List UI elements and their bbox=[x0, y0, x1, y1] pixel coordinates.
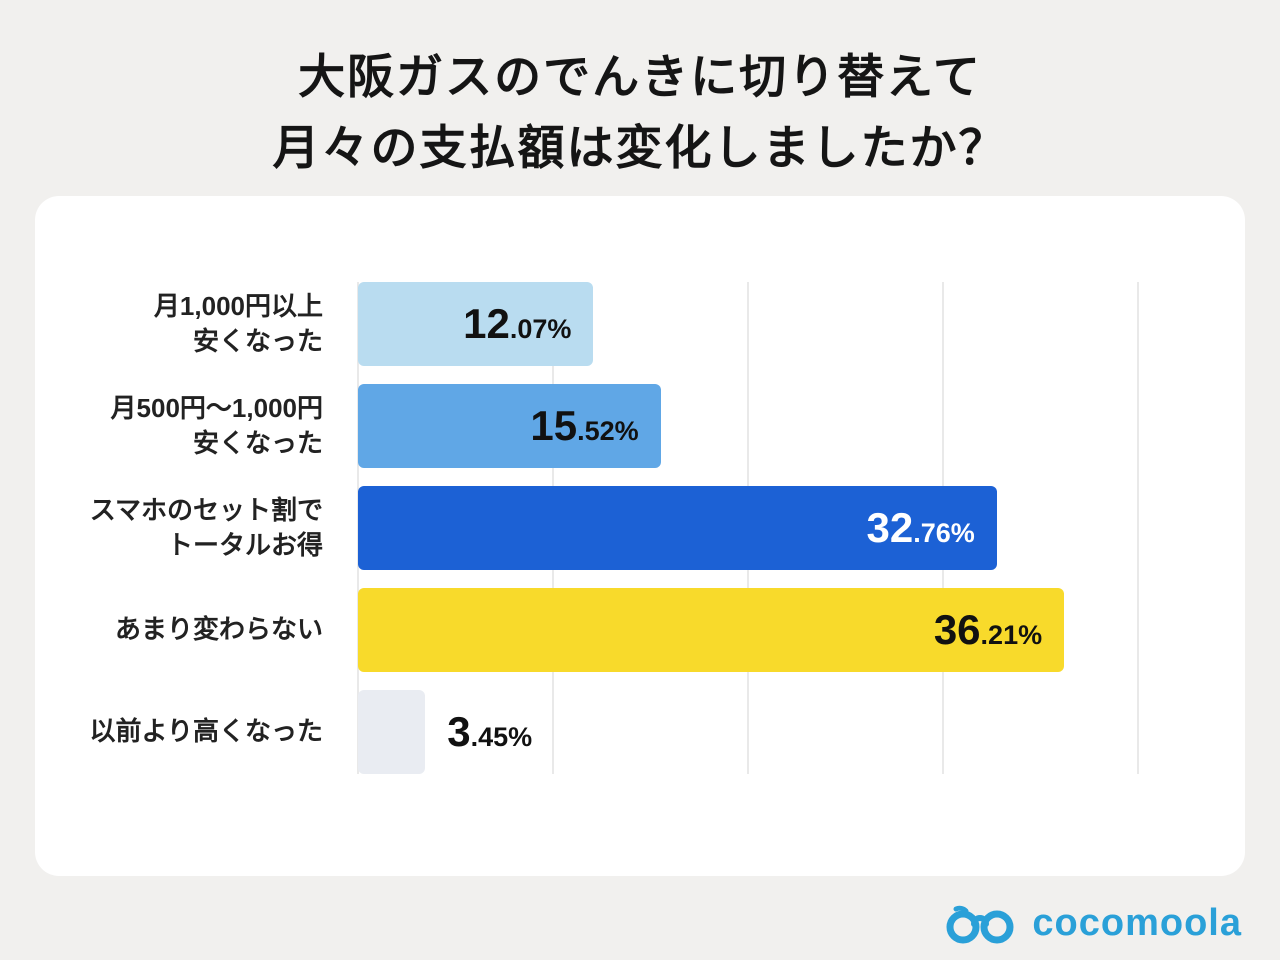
title-line-2: 月々の支払額は変化しましたか？ bbox=[272, 120, 1008, 174]
bar: 36.21% bbox=[358, 588, 1065, 672]
bar-value-decimal: .07% bbox=[509, 314, 572, 344]
chart-row: 月500円〜1,000円 安くなった 15.52% bbox=[73, 384, 1138, 468]
title-line-1: 大阪ガスのでんきに切り替えて bbox=[298, 50, 982, 103]
bar-value-decimal: .76% bbox=[913, 518, 975, 548]
bar-value: 3.45% bbox=[447, 708, 532, 756]
bar-value: 12.07% bbox=[463, 300, 571, 348]
bar-label: 月1,000円以上 安くなった bbox=[153, 290, 323, 356]
chart-title: 大阪ガスのでんきに切り替えて 月々の支払額は変化しましたか？ bbox=[0, 42, 1280, 183]
bar bbox=[358, 690, 426, 774]
bar-track: 36.21% bbox=[358, 588, 1138, 672]
gridline bbox=[1137, 282, 1139, 774]
bar-track: 15.52% bbox=[358, 384, 1138, 468]
plot-area: 月1,000円以上 安くなった 12.07% 月500円〜1,000円 安くなった 1… bbox=[73, 282, 1139, 774]
chart-card: 月1,000円以上 安くなった 12.07% 月500円〜1,000円 安くなった 1… bbox=[35, 196, 1245, 876]
bar-value-integer: 32 bbox=[866, 504, 914, 551]
logo: cocomoola bbox=[944, 900, 1242, 946]
bar-label: スマホのセット割で トータルお得 bbox=[89, 494, 323, 560]
bar-track: 3.45% bbox=[358, 690, 1138, 774]
bar-value-decimal: .52% bbox=[577, 416, 639, 446]
goggles-icon bbox=[946, 905, 1014, 944]
bar-value-decimal: .21% bbox=[980, 620, 1043, 650]
bar: 32.76% bbox=[358, 486, 997, 570]
bar-value: 15.52% bbox=[530, 402, 638, 450]
bar-label: 月500円〜1,000円 安くなった bbox=[110, 392, 323, 458]
bar-value: 32.76% bbox=[867, 504, 975, 552]
bar-value-integer: 36 bbox=[933, 606, 981, 653]
bar-label: あまり変わらない bbox=[114, 614, 323, 645]
rows: 月1,000円以上 安くなった 12.07% 月500円〜1,000円 安くなった 1… bbox=[73, 282, 1138, 774]
bar-value-integer: 12 bbox=[463, 300, 510, 347]
bar: 15.52% bbox=[358, 384, 661, 468]
bar-value-decimal: .45% bbox=[470, 722, 533, 752]
logo-text: cocomoola bbox=[1032, 901, 1242, 944]
bar-track: 12.07% bbox=[358, 282, 1138, 366]
bar-value-integer: 3 bbox=[447, 708, 471, 755]
bar-label: 以前より高くなった bbox=[89, 716, 323, 747]
bar-value-integer: 15 bbox=[530, 402, 578, 449]
bar-value: 36.21% bbox=[934, 606, 1042, 654]
bar-track: 32.76% bbox=[358, 486, 1138, 570]
bar: 12.07% bbox=[358, 282, 594, 366]
chart-row: 以前より高くなった 3.45% bbox=[73, 690, 1138, 774]
chart-row: スマホのセット割で トータルお得 32.76% bbox=[73, 486, 1138, 570]
chart-row: 月1,000円以上 安くなった 12.07% bbox=[73, 282, 1138, 366]
chart-row: あまり変わらない 36.21% bbox=[73, 588, 1138, 672]
